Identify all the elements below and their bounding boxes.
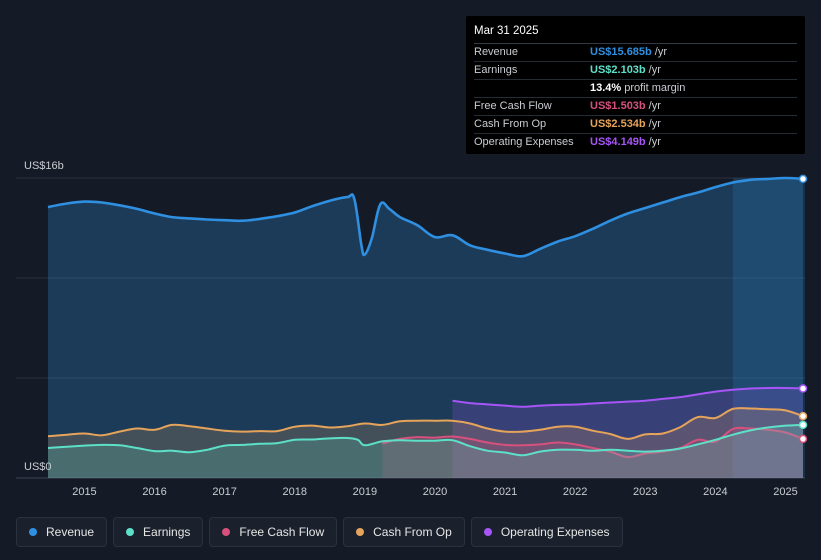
legend-item-label: Operating Expenses [500, 525, 610, 539]
tooltip-row: Free Cash Flow US$1.503b/yr [474, 98, 797, 116]
earnings-line [47, 423, 804, 457]
tooltip-row-unit: profit margin [624, 82, 686, 94]
legend-dot-icon [29, 528, 37, 536]
tooltip-row-value: US$2.103b [590, 64, 646, 76]
tooltip-row-value: 13.4% [590, 82, 622, 94]
cash-from-op-area [48, 408, 803, 478]
legend: Revenue Earnings Free Cash Flow Cash From O… [16, 517, 623, 547]
x-tick-2024: 2024 [703, 486, 727, 498]
tooltip-row: Revenue US$15.685b/yr [474, 44, 797, 62]
legend-dot-icon [222, 528, 231, 536]
tooltip-row: Operating Expenses US$4.149b/yr [474, 134, 797, 151]
tooltip-row-label: Operating Expenses [474, 136, 574, 148]
tooltip-row-unit: /yr [648, 100, 661, 112]
earnings-end-point [798, 420, 808, 430]
legend-item-label: Earnings [143, 525, 191, 539]
y-axis-bottom-label: US$0 [24, 461, 52, 473]
legend-item-label: Revenue [46, 525, 95, 539]
legend-dot-icon [483, 528, 492, 536]
legend-dot-icon [126, 528, 135, 536]
x-tick-2017: 2017 [212, 486, 236, 498]
revenue-line [47, 176, 804, 258]
x-tick-2020: 2020 [423, 486, 447, 498]
legend-item-cash-from-op[interactable]: Cash From Op [343, 517, 465, 547]
x-tick-2016: 2016 [142, 486, 166, 498]
legend-item-free-cash-flow[interactable]: Free Cash Flow [209, 517, 338, 547]
legend-item-revenue[interactable]: Revenue [16, 517, 108, 547]
tooltip-row-label: Cash From Op [474, 118, 547, 130]
operating-expenses-line [452, 386, 804, 408]
legend-item-earnings[interactable]: Earnings [113, 517, 204, 547]
x-tick-2025: 2025 [773, 486, 797, 498]
cash-from-op-end-point [798, 411, 808, 421]
x-tick-2021: 2021 [493, 486, 517, 498]
series-layer [47, 176, 804, 478]
x-tick-2022: 2022 [563, 486, 587, 498]
operating-expenses-area [452, 387, 803, 478]
earnings-area [48, 424, 803, 478]
tooltip-row-label: Free Cash Flow [474, 100, 552, 112]
tooltip-row-value: US$15.685b [590, 46, 652, 58]
legend-item-operating-expenses[interactable]: Operating Expenses [470, 517, 623, 547]
tooltip-row: Cash From Op US$2.534b/yr [474, 116, 797, 134]
tooltip-panel: Mar 31 2025 Revenue US$15.685b/yr Earnings… [466, 16, 805, 154]
end-markers [798, 174, 808, 444]
tooltip-row-value: US$2.534b [590, 118, 646, 130]
tooltip-row-label [474, 80, 590, 97]
free-cash-flow-end-point [798, 434, 808, 444]
grid-lines [16, 177, 805, 479]
x-tick-2018: 2018 [283, 486, 307, 498]
x-tick-2023: 2023 [633, 486, 657, 498]
operating-expenses-end-point [798, 384, 808, 393]
revenue-end-point [798, 174, 808, 184]
tooltip-row-unit: /yr [654, 46, 667, 58]
tooltip-row: Earnings US$2.103b/yr [474, 62, 797, 80]
tooltip-row-label: Earnings [474, 64, 518, 76]
free-cash-flow-line [382, 426, 804, 459]
x-tick-2015: 2015 [72, 486, 96, 498]
x-axis-ticks: 2015 2016 2017 2018 2019 2020 2021 2022 2023 2024… [72, 486, 798, 498]
legend-dot-icon [356, 528, 365, 536]
tooltip-row-value: US$4.149b [590, 136, 646, 148]
x-tick-2019: 2019 [353, 486, 377, 498]
cash-from-op-line [47, 407, 804, 440]
tooltip-row-value: US$1.503b [590, 100, 646, 112]
tooltip-row-unit: /yr [648, 136, 661, 148]
tooltip-row-label: Revenue [474, 46, 519, 58]
tooltip-date: Mar 31 2025 [474, 22, 797, 44]
y-axis-top-label: US$16b [24, 160, 64, 172]
legend-item-label: Free Cash Flow [239, 525, 325, 539]
tooltip-row-unit: /yr [648, 118, 661, 130]
tooltip-row-unit: /yr [648, 64, 661, 76]
tooltip-rows: Revenue US$15.685b/yr Earnings US$2.103b/yr… [474, 44, 797, 151]
tooltip-row: 13.4% profit margin [474, 80, 797, 98]
legend-item-label: Cash From Op [373, 525, 452, 539]
